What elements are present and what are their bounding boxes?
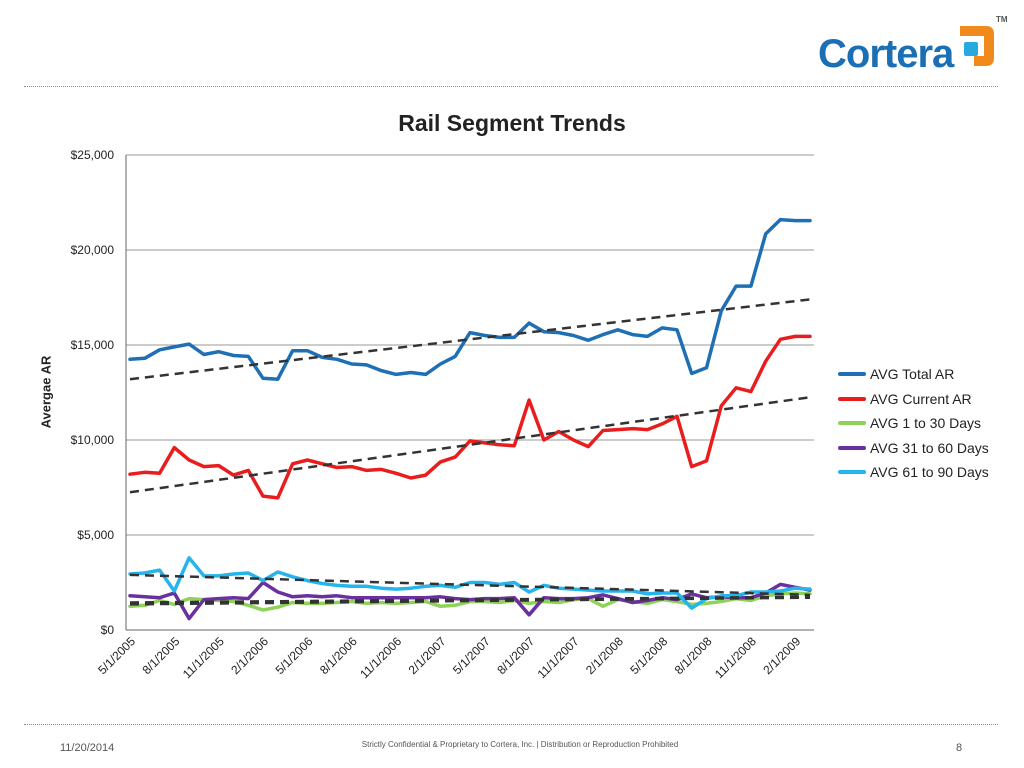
- trendline-avg-total-ar: [129, 298, 811, 381]
- legend-swatch: [838, 396, 866, 401]
- x-tick-label: 11/1/2008: [712, 634, 759, 681]
- trendline-avg-current-ar: [129, 396, 811, 494]
- footer-date: 11/20/2014: [60, 742, 115, 754]
- legend-swatch: [838, 372, 866, 377]
- page-number: 8: [956, 742, 963, 754]
- legend-label: AVG 61 to 90 Days: [870, 464, 989, 481]
- x-tick-label: 2/1/2007: [406, 634, 449, 677]
- logo-trademark: TM: [996, 15, 1008, 24]
- x-tick-label: 5/1/2006: [273, 634, 316, 677]
- series-line-avg-1-to-30-days: [128, 591, 812, 612]
- x-tick-label: 8/1/2005: [140, 634, 183, 677]
- x-tick-label: 5/1/2008: [627, 634, 670, 677]
- x-tick-label: 11/1/2006: [357, 634, 404, 681]
- x-tick-label: 5/1/2005: [95, 634, 138, 677]
- y-tick-label: $10,000: [71, 433, 115, 447]
- cortera-logo: Cortera TM: [818, 12, 1018, 76]
- legend-label: AVG 1 to 30 Days: [870, 415, 982, 432]
- x-tick-label: 2/1/2008: [583, 634, 626, 677]
- legend-item: AVG 61 to 90 Days: [838, 460, 989, 485]
- y-tick-label: $20,000: [71, 243, 115, 257]
- series-line-avg-31-to-60-days: [128, 580, 812, 621]
- x-tick-label: 2/1/2009: [760, 634, 803, 677]
- header-divider: [24, 86, 998, 87]
- series-line-avg-current-ar: [128, 334, 812, 500]
- y-tick-label: $15,000: [71, 338, 115, 352]
- footer-confidentiality-notice: Strictly Confidential & Proprietary to C…: [361, 740, 679, 749]
- legend-swatch: [838, 421, 866, 426]
- x-tick-label: 8/1/2008: [672, 634, 715, 677]
- line-chart: $0 $5,000 $10,000 $15,000 $20,000 $25,000 5/1/…: [71, 148, 814, 681]
- trendline-avg-61-to-90-days: [129, 573, 811, 597]
- series-line-avg-total-ar: [128, 217, 812, 381]
- legend-label: AVG Total AR: [870, 366, 955, 383]
- x-tick-label: 2/1/2006: [228, 634, 271, 677]
- legend-item: AVG Total AR: [838, 362, 989, 387]
- legend-swatch: [838, 470, 866, 475]
- y-tick-label: $0: [101, 623, 115, 637]
- y-tick-label: $5,000: [77, 528, 114, 542]
- x-tick-label: 5/1/2007: [450, 634, 493, 677]
- chart-title: Rail Segment Trends: [398, 110, 626, 136]
- footer-divider: [24, 724, 998, 725]
- y-tick-label: $25,000: [71, 148, 115, 162]
- trendline-avg-1-to-30-days: [129, 596, 811, 606]
- x-tick-label: 8/1/2006: [317, 634, 360, 677]
- series-line-avg-61-to-90-days: [128, 556, 812, 610]
- legend-swatch: [838, 445, 866, 450]
- legend-label: AVG 31 to 60 Days: [870, 439, 989, 456]
- x-tick-label: 8/1/2007: [494, 634, 537, 677]
- legend-item: AVG Current AR: [838, 387, 989, 412]
- trendline-avg-31-to-60-days: [129, 595, 811, 604]
- legend-item: AVG 31 to 60 Days: [838, 436, 989, 461]
- logo-wordmark: Cortera: [818, 32, 954, 76]
- chart-legend: AVG Total AR AVG Current AR AVG 1 to 30 Da…: [838, 362, 989, 485]
- legend-label: AVG Current AR: [870, 390, 972, 407]
- x-tick-label: 11/1/2007: [535, 634, 582, 681]
- legend-item: AVG 1 to 30 Days: [838, 411, 989, 436]
- logo-mark-icon: [960, 26, 994, 66]
- x-tick-label: 11/1/2005: [180, 634, 227, 681]
